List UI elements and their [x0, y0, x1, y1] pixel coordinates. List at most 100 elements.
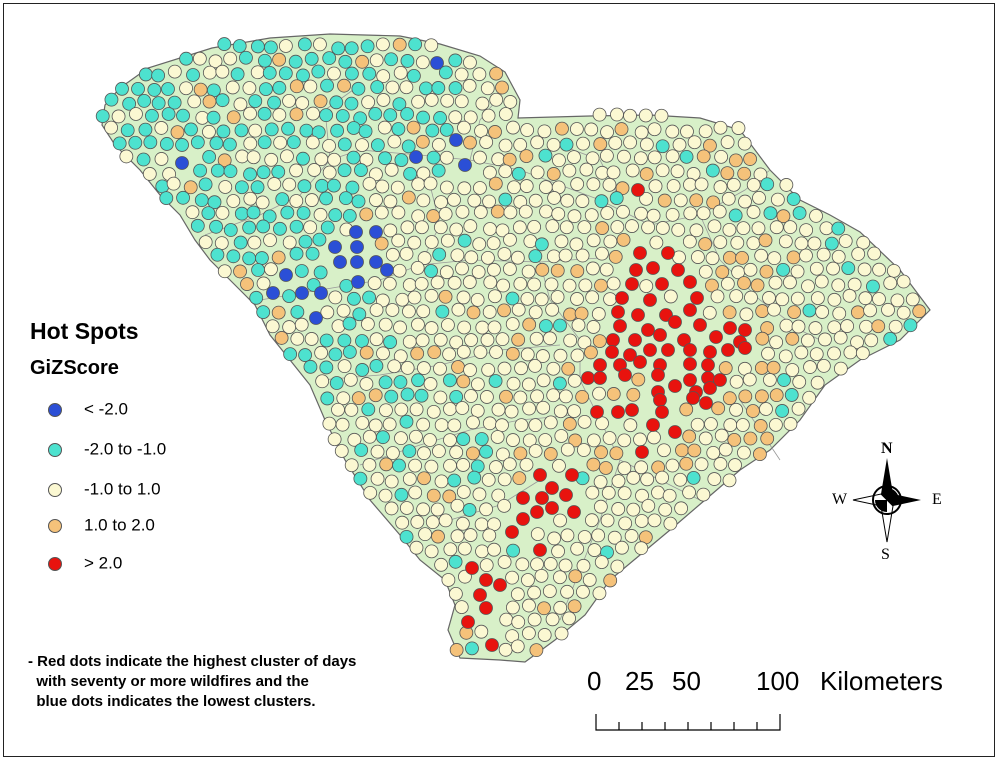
hotspot-dot [360, 39, 375, 54]
hotspot-dot [831, 221, 846, 236]
hotspot-dot [138, 122, 153, 137]
legend-label: > 2.0 [84, 553, 123, 573]
hotspot-dot [584, 122, 599, 137]
hotspot-dot [576, 584, 590, 599]
hotspot-dot [657, 193, 672, 208]
hotspot-dot [455, 516, 470, 531]
hotspot-dot [606, 165, 621, 180]
hotspot-dot [752, 447, 767, 462]
hotspot-dot [424, 288, 439, 303]
hotspot-dot [167, 95, 182, 110]
hotspot-dot [554, 234, 569, 249]
hotspot-dot [591, 307, 606, 321]
hotspot-dot [546, 137, 561, 152]
hotspot-dot [272, 52, 287, 67]
hotspot-dot [498, 107, 513, 121]
hotspot-dot [408, 37, 423, 52]
hotspot-dot [465, 561, 479, 575]
hotspot-dot [218, 180, 233, 194]
hotspot-dot [399, 246, 414, 261]
hotspot-dot [577, 220, 592, 235]
hotspot-dot [335, 109, 350, 123]
hotspot-dot [337, 359, 352, 374]
hotspot-dot [430, 275, 445, 290]
hotspot-dot [206, 110, 221, 125]
hotspot-dot [485, 638, 499, 652]
hotspot-dot [454, 67, 469, 82]
hotspot-dot [665, 124, 680, 139]
hotspot-dot [161, 82, 175, 96]
hotspot-dot [307, 163, 322, 177]
hotspot-dot [439, 265, 454, 280]
hotspot-dot [487, 542, 501, 557]
hotspot-dot [690, 417, 705, 432]
hotspot-dot [359, 207, 374, 222]
hotspot-dot [382, 276, 397, 291]
hotspot-dot [702, 305, 717, 320]
hotspot-dot [488, 289, 502, 304]
hotspot-dot [447, 473, 462, 488]
hotspot-dot [539, 204, 553, 219]
compass-north-label: N [881, 440, 893, 457]
hotspot-dot [594, 445, 608, 460]
hotspot-dot [342, 316, 357, 331]
hotspot-dot [384, 162, 399, 177]
hotspot-dot [464, 389, 478, 403]
hotspot-dot [760, 177, 775, 192]
hotspot-dot [193, 82, 208, 97]
hotspot-dot [760, 431, 775, 446]
hotspot-dot [183, 180, 198, 195]
hotspot-dot [633, 432, 647, 447]
legend-label: 1.0 to 2.0 [84, 515, 155, 535]
hotspot-dot [698, 237, 713, 251]
hotspot-dot [752, 190, 766, 205]
hotspot-dot [896, 274, 911, 289]
hotspot-dot [595, 221, 610, 235]
hotspot-dot [737, 136, 752, 151]
hotspot-dot [754, 248, 769, 263]
hotspot-dot [465, 641, 479, 656]
hotspot-dot [416, 502, 431, 517]
hotspot-dot [255, 195, 270, 210]
hotspot-dot [289, 79, 304, 94]
hotspot-dot [230, 67, 245, 82]
hotspot-dot [290, 331, 305, 346]
hotspot-dot [618, 368, 632, 382]
hotspot-dot [355, 334, 369, 348]
hotspot-dot [474, 517, 489, 532]
hotspot-dot [491, 152, 506, 167]
hotspot-dot [416, 417, 431, 432]
hotspot-dot [592, 107, 607, 122]
hotspot-dot [256, 219, 271, 234]
hotspot-dot [175, 156, 189, 170]
hotspot-dot [383, 108, 398, 123]
hotspot-dot [481, 250, 495, 265]
hotspot-dot [278, 66, 293, 81]
hotspot-dot [305, 135, 320, 150]
hotspot-dot [593, 499, 608, 514]
hotspot-dot [411, 94, 426, 109]
hotspot-dot [475, 320, 490, 335]
hotspot-dot [434, 418, 449, 433]
legend-label: -2.0 to -1.0 [84, 439, 167, 459]
hotspot-dot [331, 41, 346, 56]
hotspot-dot [358, 124, 373, 139]
hotspot-dot [470, 292, 485, 307]
hotspot-dot [311, 125, 326, 140]
hotspot-dot [661, 343, 675, 357]
hotspot-dot [411, 317, 425, 332]
hotspot-dot [306, 106, 320, 121]
hotspot-dot [775, 292, 790, 307]
hotspot-dot [560, 442, 575, 457]
hotspot-dot [519, 149, 534, 164]
hotspot-dot [190, 135, 205, 150]
hotspot-dot [449, 133, 463, 147]
hotspot-dot [502, 457, 517, 472]
hotspot-dot [850, 305, 865, 320]
hotspot-dot [746, 205, 761, 219]
hotspot-dot [634, 514, 649, 528]
hotspot-dot [767, 251, 782, 266]
hotspot-dot [626, 387, 641, 402]
hotspot-dot [613, 319, 627, 333]
hotspot-dot [338, 54, 353, 69]
